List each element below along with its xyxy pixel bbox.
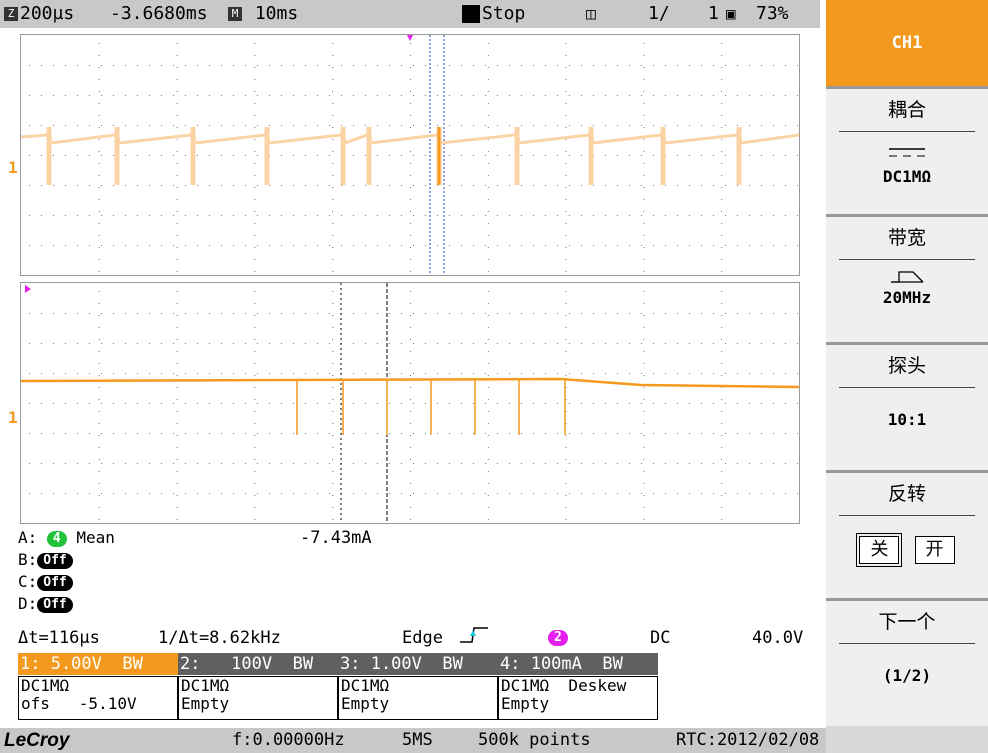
acq-total: 1 — [708, 3, 719, 24]
ch1-zoom-trace — [20, 126, 800, 185]
main-timebase-icon: M — [228, 7, 242, 21]
channel-1-info: DC1MΩ ofs -5.10V — [18, 676, 178, 720]
ch1-main-trace — [20, 377, 800, 435]
probe-softkey[interactable]: 探头 10:1 — [826, 342, 988, 470]
probe-ratio: 10:1 — [887, 410, 927, 429]
measurement-source-chip: 4 — [46, 530, 67, 547]
frequency-counter: f:0.00000Hz — [232, 730, 345, 750]
channel-4-coupling: DC1MΩ Deskew — [501, 676, 627, 695]
measurement-d[interactable]: D: Off — [18, 594, 73, 614]
invert-softkey[interactable]: 反转 关 开 — [826, 470, 988, 598]
bottom-bar: LeCroy f:0.00000Hz 5MS 500k points RTC:2… — [0, 728, 988, 753]
off-chip: Off — [37, 596, 73, 613]
inverse-delta-t-readout: 1/Δt=8.62kHz — [158, 628, 281, 648]
grid — [29, 43, 798, 272]
bandwidth-title: 带宽 — [887, 227, 926, 249]
measurement-b[interactable]: B: Off — [18, 550, 73, 570]
timebase-readout: Z 200µs — [4, 0, 74, 28]
channel-4-info: DC1MΩ Deskew Empty — [498, 676, 658, 720]
channel-3-info: DC1MΩ Empty — [338, 676, 498, 720]
trigger-type: Edge — [402, 628, 443, 648]
dc-coupling-icon — [826, 144, 988, 163]
coupling-value: DC1MΩ — [882, 167, 932, 186]
channel-2-coupling: DC1MΩ — [181, 676, 230, 695]
channel-2-status: Empty — [181, 694, 230, 713]
channel-4-status: Empty — [501, 694, 550, 713]
brand-logo: LeCroy — [4, 730, 70, 751]
measurement-a-label: A: — [18, 528, 38, 547]
sample-rate: 5MS — [402, 730, 433, 750]
channel-2-header[interactable]: 2: 100V BW — [178, 653, 338, 675]
channel-2-info: DC1MΩ Empty — [178, 676, 338, 720]
next-page-softkey[interactable]: 下一个 (1/2) — [826, 598, 988, 726]
battery-level: 73% — [756, 3, 789, 24]
trigger-source-chip: 2 — [548, 630, 568, 646]
softkey-menu: CH1 耦合 DC1MΩ 带宽 20MHz 探头 10:1 反转 关 开 下一个… — [826, 0, 988, 753]
zoom-waveform-pane[interactable] — [20, 34, 800, 276]
bandwidth-limit-icon — [826, 268, 988, 288]
measurement-a-value: -7.43mA — [300, 528, 372, 548]
channel-4-header[interactable]: 4: 100mA BW — [498, 653, 658, 675]
measurement-c[interactable]: C: Off — [18, 572, 73, 592]
trigger-position-marker — [407, 35, 413, 41]
measurement-a[interactable]: A: 4 Mean — [18, 528, 115, 548]
measurement-c-label: C: — [18, 572, 38, 591]
channel-menu-title[interactable]: CH1 — [826, 0, 988, 86]
battery-icon: ▣ — [726, 4, 736, 23]
zoom-icon: Z — [4, 7, 18, 21]
trigger-delay-marker — [25, 285, 31, 293]
delay-readout: -3.6680ms — [110, 3, 208, 24]
coupling-title: 耦合 — [887, 99, 926, 121]
trigger-source: 2 — [548, 628, 568, 648]
record-length: 500k points — [478, 730, 591, 750]
invert-off-option[interactable]: 关 — [856, 533, 903, 567]
main-waveform-svg — [20, 283, 800, 523]
run-state[interactable]: Stop — [462, 0, 525, 28]
channel-3-status: Empty — [341, 694, 390, 713]
channel-1-header[interactable]: 1: 5.00V BW — [18, 653, 178, 675]
measurement-d-label: D: — [18, 594, 38, 613]
status-bar: Z 200µs -3.6680ms M 10ms Stop ◫ 1/ 1 ▣ 73… — [0, 0, 820, 28]
acquisition-icon: ◫ — [586, 4, 596, 23]
channel-1-coupling: DC1MΩ — [21, 676, 70, 695]
off-chip: Off — [37, 552, 73, 569]
next-page-title: 下一个 — [878, 611, 936, 633]
bandwidth-softkey[interactable]: 带宽 20MHz — [826, 214, 988, 342]
delta-t-readout: Δt=116µs — [18, 628, 100, 648]
channel-3-header[interactable]: 3: 1.00V BW — [338, 653, 498, 675]
zoom-waveform-svg — [20, 35, 800, 275]
probe-title: 探头 — [887, 355, 926, 377]
channel-1-offset: ofs -5.10V — [21, 694, 137, 713]
trigger-coupling: DC — [650, 628, 671, 648]
invert-on-option[interactable]: 开 — [914, 536, 955, 564]
edge-icon — [458, 624, 492, 649]
acq-count: 1/ — [648, 3, 670, 24]
channel-table: 1: 5.00V BW 2: 100V BW 3: 1.00V BW 4: 10… — [18, 653, 660, 723]
menu-page-indicator: (1/2) — [882, 666, 932, 685]
channel-3-coupling: DC1MΩ — [341, 676, 390, 695]
ch1-ground-marker-zoom[interactable]: 1 — [8, 158, 18, 177]
bandwidth-value: 20MHz — [882, 288, 932, 307]
channel-menu-label: CH1 — [891, 33, 923, 53]
stop-square-icon — [462, 5, 480, 23]
ch1-ground-marker-main[interactable]: 1 — [8, 408, 18, 427]
measurement-param: Mean — [76, 528, 115, 547]
grid — [29, 291, 798, 520]
trigger-level: 40.0V — [752, 628, 804, 648]
invert-title: 反转 — [887, 483, 926, 505]
off-chip: Off — [37, 574, 73, 591]
coupling-softkey[interactable]: 耦合 DC1MΩ — [826, 86, 988, 214]
measurement-b-label: B: — [18, 550, 38, 569]
main-waveform-pane[interactable] — [20, 282, 800, 524]
main-timebase: M 10ms — [228, 0, 298, 28]
